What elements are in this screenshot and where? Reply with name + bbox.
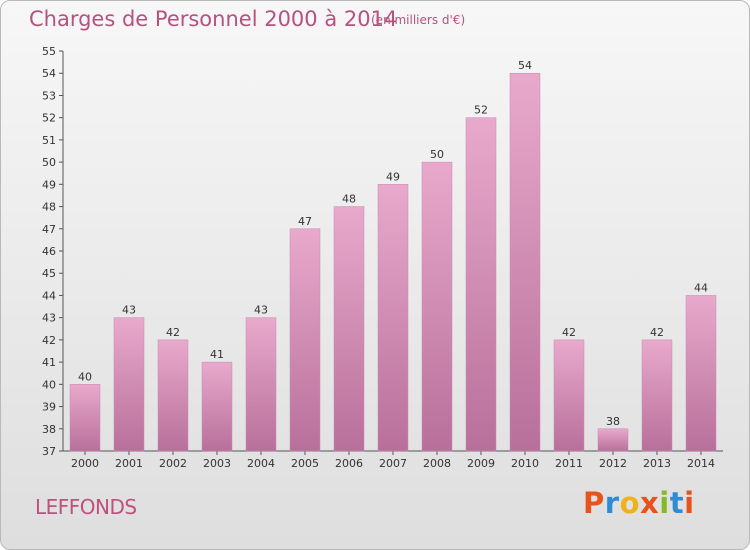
logo-letter: i: [684, 486, 695, 520]
bars: [69, 72, 717, 452]
y-tick-label: 54: [42, 67, 56, 80]
y-tick-label: 52: [42, 112, 56, 125]
x-tick-label-2006: 2006: [335, 457, 363, 470]
bar-2000: [69, 384, 101, 452]
bar-2009: [465, 117, 497, 452]
value-label-2004: 43: [254, 304, 268, 317]
bar-2003: [201, 361, 233, 452]
y-tick-label: 37: [42, 445, 56, 458]
value-labels: 40 43 42 41 43 47 48 49 50 52 54 42 38 42 44: [78, 59, 708, 428]
bar-2002: [157, 339, 189, 452]
y-tick-label: 46: [42, 245, 56, 258]
bar-2013: [641, 339, 673, 452]
x-tick-label-2003: 2003: [203, 457, 231, 470]
y-tick-label: 38: [42, 423, 56, 436]
proxiti-logo[interactable]: Proxiti: [583, 486, 695, 520]
logo-letter: t: [669, 486, 685, 520]
y-tick-label: 49: [42, 178, 56, 191]
bar-2004: [245, 317, 277, 452]
x-tick-label-2014: 2014: [687, 457, 715, 470]
y-tick-label: 53: [42, 89, 56, 102]
x-tick-label-2007: 2007: [379, 457, 407, 470]
y-tick-label: 55: [42, 45, 56, 58]
chart-subtitle: (en milliers d'€): [371, 13, 466, 27]
value-label-2011: 42: [562, 326, 576, 339]
x-tick-label-2013: 2013: [643, 457, 671, 470]
x-tick-label-2009: 2009: [467, 457, 495, 470]
x-tick-label-2008: 2008: [423, 457, 451, 470]
x-tick-label-2005: 2005: [291, 457, 319, 470]
y-tick-label: 41: [42, 356, 56, 369]
x-tick-label-2001: 2001: [115, 457, 143, 470]
x-tick-label-2010: 2010: [511, 457, 539, 470]
value-label-2009: 52: [474, 104, 488, 117]
value-label-2003: 41: [210, 348, 224, 361]
y-tick-label: 42: [42, 334, 56, 347]
bar-2005: [289, 228, 321, 452]
y-tick-label: 45: [42, 267, 56, 280]
value-label-2006: 48: [342, 193, 356, 206]
y-tick-label: 50: [42, 156, 56, 169]
y-tick-label: 43: [42, 312, 56, 325]
bar-2008: [421, 161, 453, 452]
value-label-2013: 42: [650, 326, 664, 339]
value-label-2002: 42: [166, 326, 180, 339]
value-label-2007: 49: [386, 170, 400, 183]
bar-2010: [509, 72, 541, 452]
logo-letter: P: [583, 486, 605, 520]
chart-title: Charges de Personnel 2000 à 2014: [29, 7, 398, 31]
x-tick-label-2012: 2012: [599, 457, 627, 470]
value-label-2012: 38: [606, 415, 620, 428]
x-tick-label-2000: 2000: [71, 457, 99, 470]
axes: 37 38 39 40 41 42 43 44 45 46 47 48 49 50 51 52 53 54 55 20…: [42, 45, 723, 470]
x-tick-label-2004: 2004: [247, 457, 275, 470]
y-tick-label: 44: [42, 289, 56, 302]
logo-letter: o: [619, 486, 641, 520]
bar-2001: [113, 317, 145, 452]
logo-letter: r: [604, 486, 620, 520]
y-tick-label: 39: [42, 401, 56, 414]
bar-2011: [553, 339, 585, 452]
bar-2012: [597, 428, 629, 452]
x-tick-label-2011: 2011: [555, 457, 583, 470]
bar-2006: [333, 206, 365, 452]
y-tick-label: 40: [42, 378, 56, 391]
bar-2007: [377, 184, 409, 452]
y-tick-label: 51: [42, 134, 56, 147]
y-tick-label: 48: [42, 201, 56, 214]
value-label-2001: 43: [122, 304, 136, 317]
bar-2014: [685, 295, 717, 452]
value-label-2010: 54: [518, 59, 532, 72]
x-tick-label-2002: 2002: [159, 457, 187, 470]
logo-letter: i: [659, 486, 670, 520]
y-tick-label: 47: [42, 223, 56, 236]
value-label-2008: 50: [430, 148, 444, 161]
value-label-2005: 47: [298, 215, 312, 228]
value-label-2000: 40: [78, 370, 92, 383]
value-label-2014: 44: [694, 281, 708, 294]
logo-letter: x: [640, 486, 660, 520]
commune-name: LEFFONDS: [35, 495, 137, 519]
